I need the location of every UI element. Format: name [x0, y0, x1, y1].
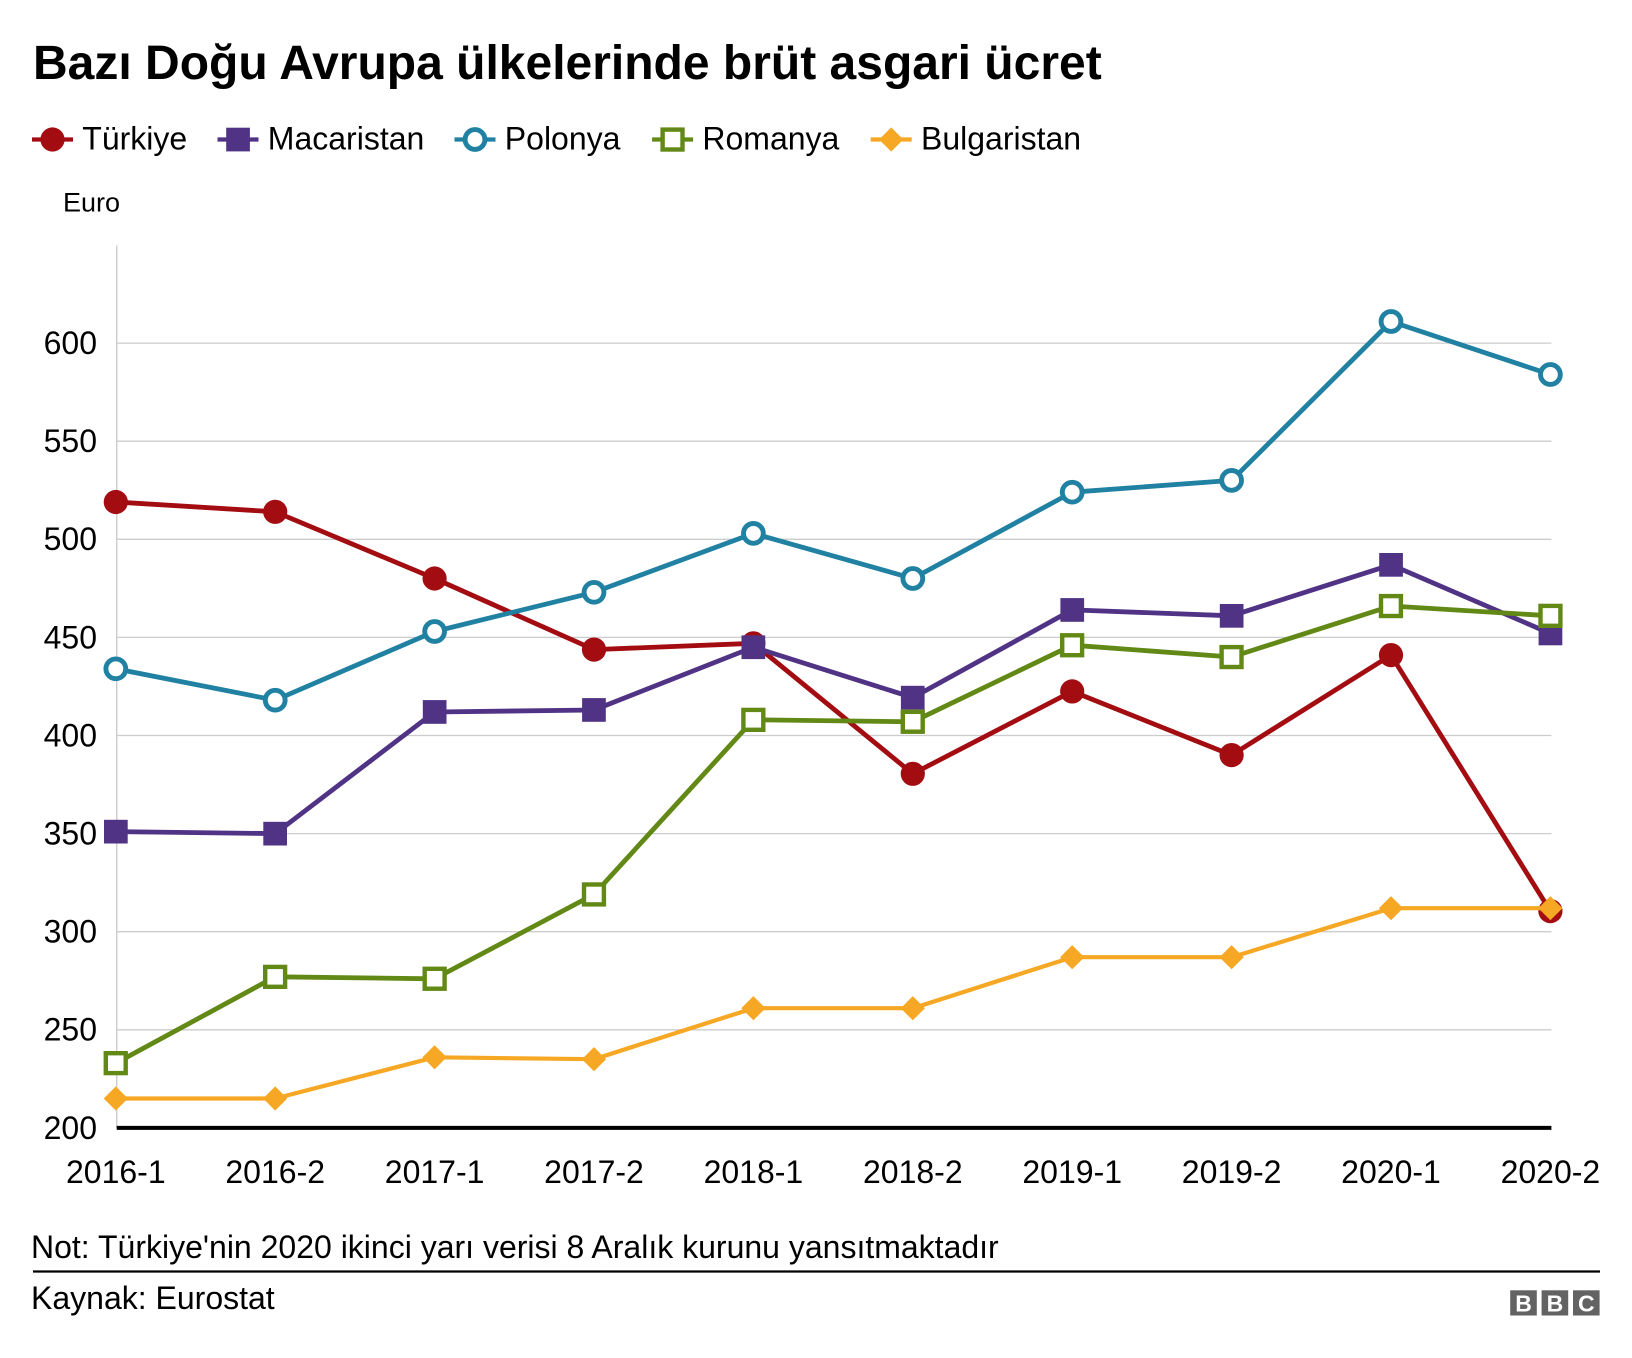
svg-text:Bazı Doğu Avrupa ülkelerinde b: Bazı Doğu Avrupa ülkelerinde brüt asgari…	[33, 37, 1102, 90]
svg-text:450: 450	[44, 619, 97, 655]
svg-text:2020-2: 2020-2	[1501, 1154, 1601, 1190]
svg-text:B: B	[1547, 1291, 1564, 1317]
svg-text:Türkiye: Türkiye	[82, 121, 187, 157]
svg-text:2016-2: 2016-2	[225, 1154, 325, 1190]
svg-text:Polonya: Polonya	[505, 121, 621, 157]
svg-text:2018-2: 2018-2	[863, 1154, 963, 1190]
svg-text:2016-1: 2016-1	[66, 1154, 166, 1190]
svg-text:Macaristan: Macaristan	[268, 121, 425, 157]
svg-text:200: 200	[44, 1110, 97, 1146]
svg-text:250: 250	[44, 1012, 97, 1048]
svg-text:Euro: Euro	[63, 187, 120, 217]
svg-text:550: 550	[44, 423, 97, 459]
svg-text:350: 350	[44, 816, 97, 852]
svg-text:Bulgaristan: Bulgaristan	[921, 121, 1081, 157]
svg-text:2019-2: 2019-2	[1182, 1154, 1282, 1190]
svg-text:Not: Türkiye'nin 2020 ikinci y: Not: Türkiye'nin 2020 ikinci yarı verisi…	[31, 1229, 999, 1265]
svg-text:2019-1: 2019-1	[1022, 1154, 1122, 1190]
svg-text:300: 300	[44, 914, 97, 950]
svg-text:2017-2: 2017-2	[544, 1154, 644, 1190]
svg-text:C: C	[1578, 1291, 1595, 1317]
svg-text:2017-1: 2017-1	[385, 1154, 485, 1190]
svg-text:400: 400	[44, 717, 97, 753]
svg-text:2018-1: 2018-1	[704, 1154, 804, 1190]
svg-text:2020-1: 2020-1	[1341, 1154, 1441, 1190]
svg-text:Romanya: Romanya	[702, 121, 839, 157]
svg-text:Kaynak: Eurostat: Kaynak: Eurostat	[31, 1280, 275, 1316]
svg-text:600: 600	[44, 325, 97, 361]
svg-text:B: B	[1515, 1291, 1532, 1317]
svg-text:500: 500	[44, 521, 97, 557]
